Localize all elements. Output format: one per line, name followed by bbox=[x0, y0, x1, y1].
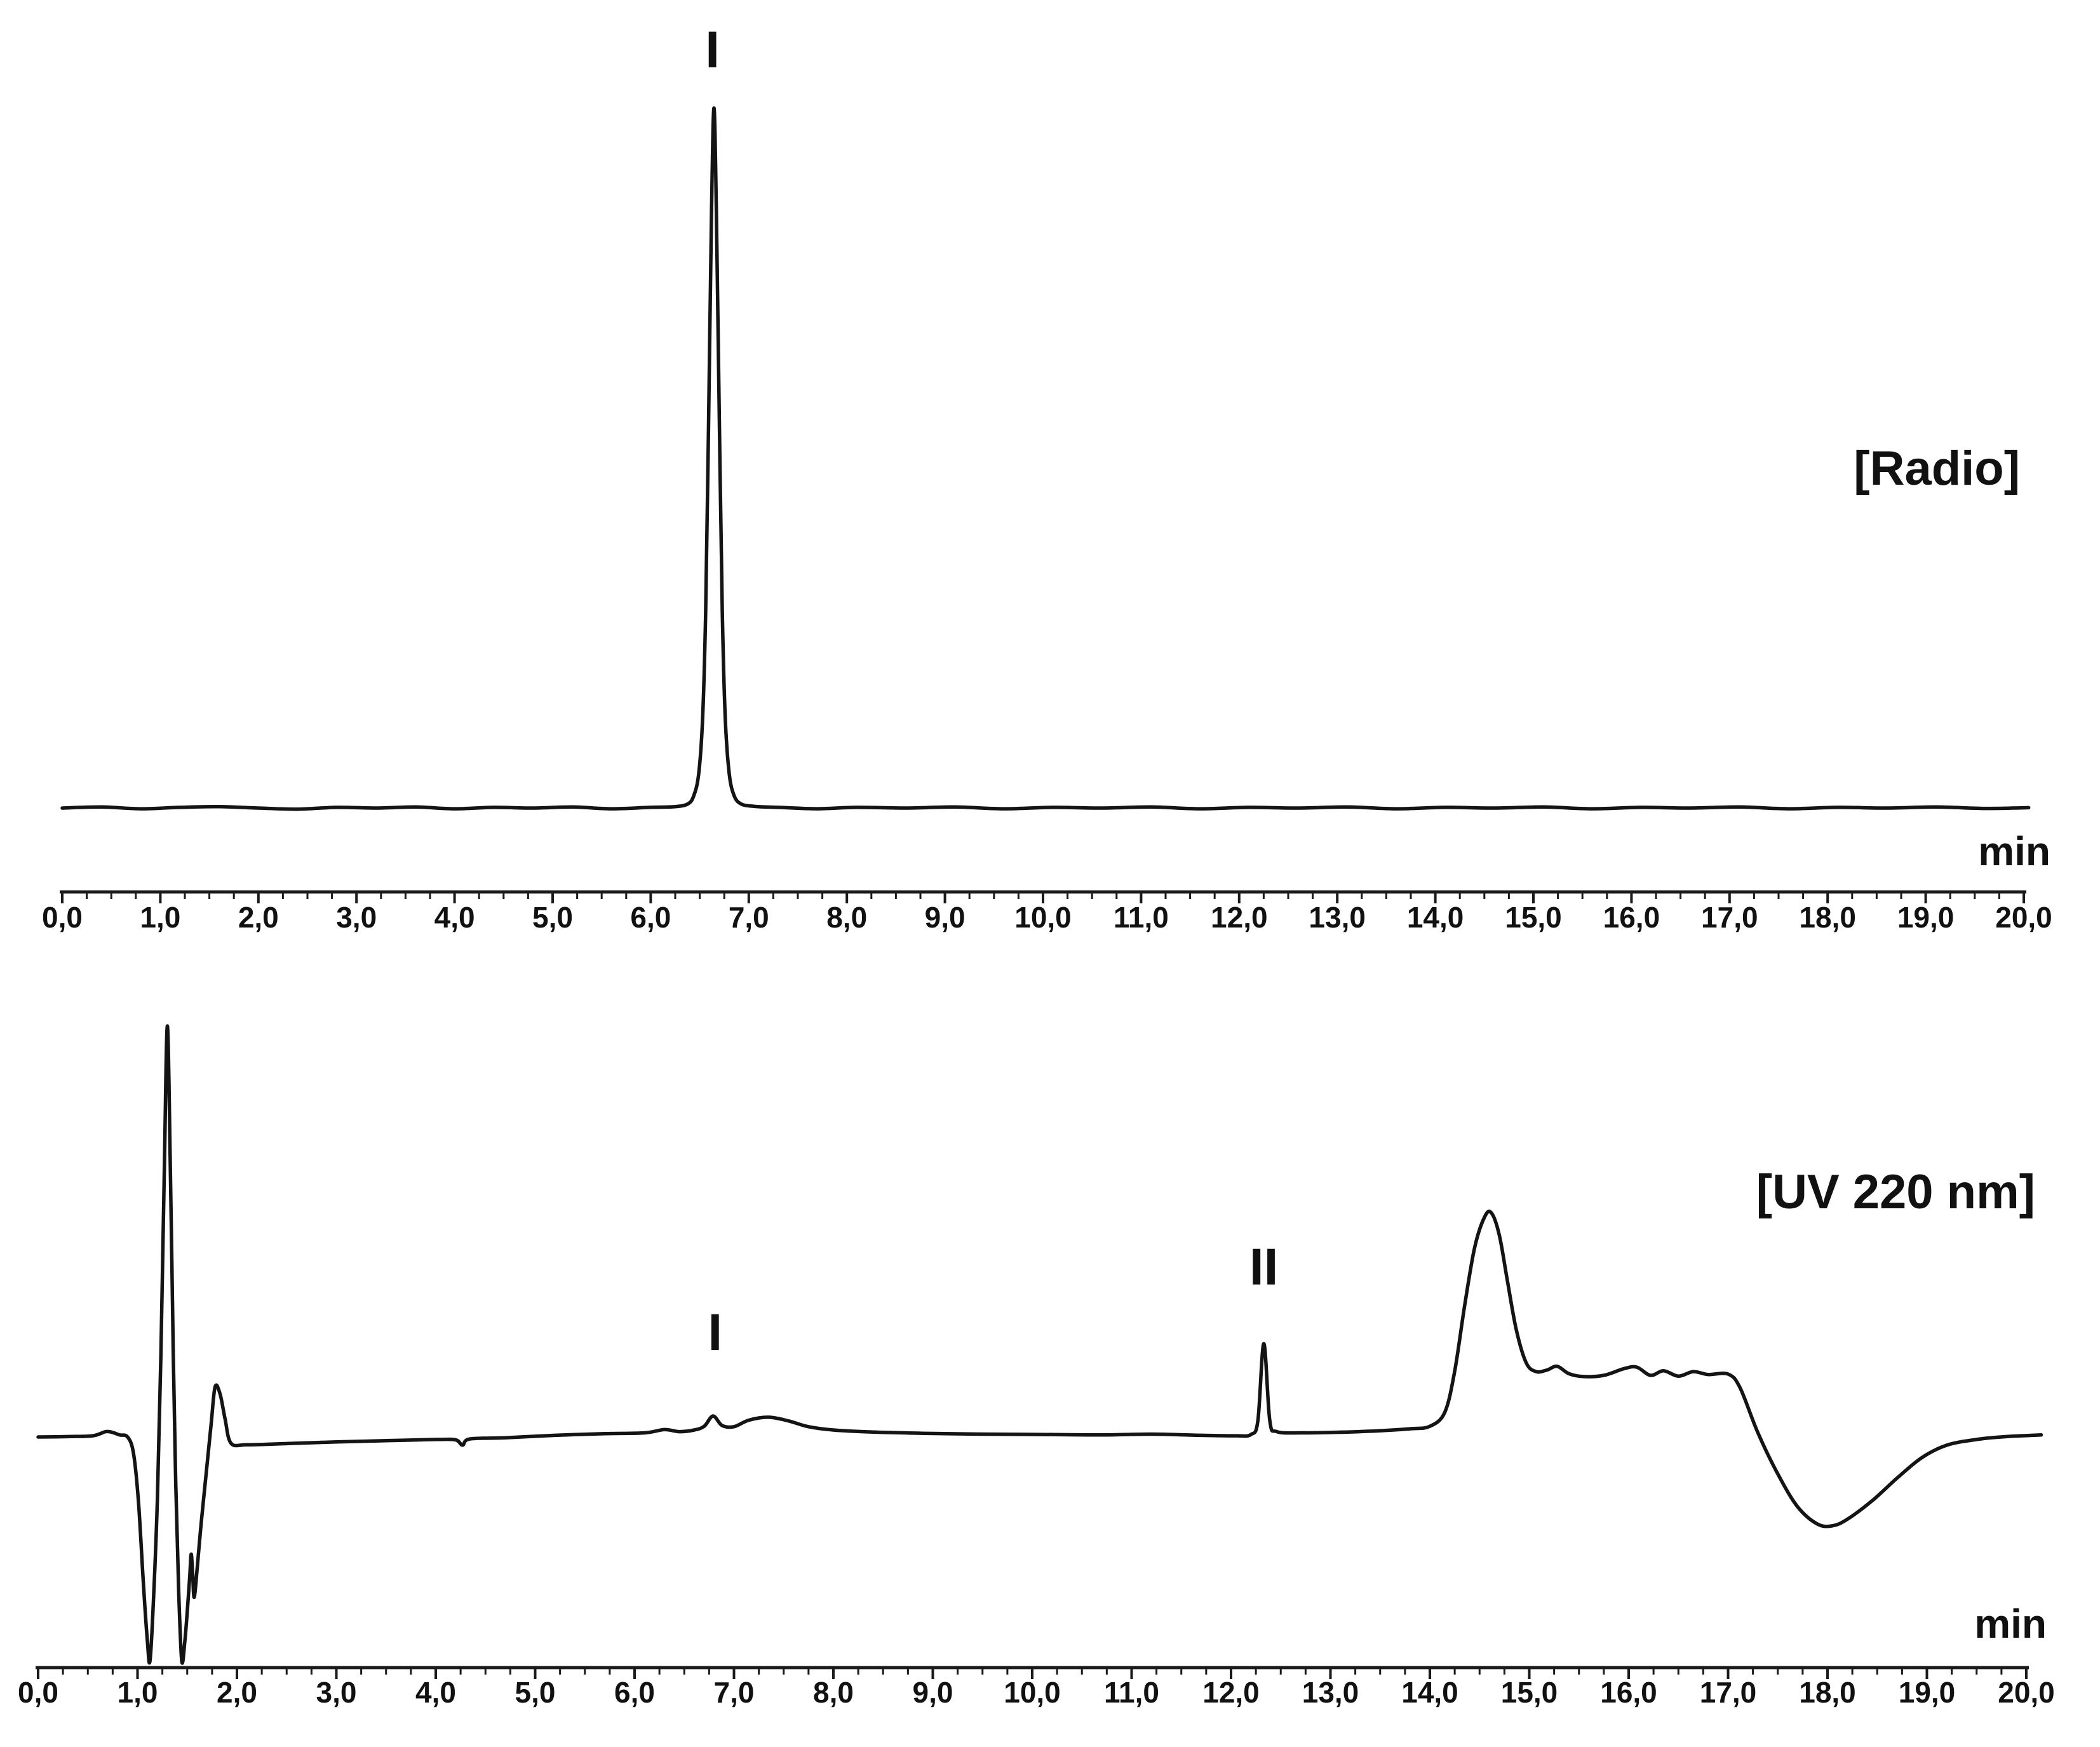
uv-x-tick-label: 15,0 bbox=[1501, 1676, 1558, 1709]
uv-axis-unit-label: min bbox=[1974, 1601, 2047, 1647]
uv-x-tick-label: 9,0 bbox=[913, 1676, 953, 1709]
uv-x-tick-label: 8,0 bbox=[813, 1676, 854, 1709]
radio-panel-label: [Radio] bbox=[1854, 442, 2020, 496]
radio-x-tick-label: 6,0 bbox=[630, 901, 671, 934]
uv-panel: 0,0 1,0 2,0 3,0 4,0 5,0 6,0 7,0 8,0 9,0 10,0 11,0 12… bbox=[18, 1024, 2055, 1709]
radio-x-tick-label: 4,0 bbox=[434, 901, 475, 934]
uv-x-tick-label: 2,0 bbox=[217, 1676, 257, 1709]
radio-x-tick-label: 19,0 bbox=[1897, 901, 1955, 934]
uv-x-tick-label: 4,0 bbox=[415, 1676, 456, 1709]
radio-x-tick-label: 9,0 bbox=[925, 901, 966, 934]
uv-x-tick-label: 3,0 bbox=[316, 1676, 357, 1709]
uv-peak-annotations: III bbox=[708, 1238, 1278, 1361]
radio-axis-unit-label: min bbox=[1978, 828, 2050, 874]
radio-x-tick-label: 0,0 bbox=[42, 901, 83, 934]
uv-x-tick-label: 10,0 bbox=[1004, 1676, 1061, 1709]
uv-x-tick-label: 7,0 bbox=[714, 1676, 755, 1709]
uv-x-tick-label: 1,0 bbox=[118, 1676, 158, 1709]
radio-x-tick-label: 10,0 bbox=[1014, 901, 1072, 934]
radio-x-tick-label: 16,0 bbox=[1603, 901, 1660, 934]
radio-x-tick-label: 13,0 bbox=[1309, 901, 1366, 934]
uv-peak-label-I: I bbox=[708, 1304, 722, 1361]
radio-x-tick-label: 1,0 bbox=[140, 901, 180, 934]
uv-panel-label: [UV 220 nm] bbox=[1756, 1165, 2035, 1219]
uv-x-tick-label: 0,0 bbox=[18, 1676, 58, 1709]
uv-x-tick-label: 18,0 bbox=[1799, 1676, 1856, 1709]
radio-peak-label-I: I bbox=[705, 21, 720, 79]
uv-x-tick-label: 12,0 bbox=[1202, 1676, 1260, 1709]
radio-x-tick-label: 17,0 bbox=[1701, 901, 1758, 934]
radio-x-tick-label: 2,0 bbox=[238, 901, 279, 934]
uv-x-tick-label: 13,0 bbox=[1302, 1676, 1359, 1709]
radio-x-tick-label: 15,0 bbox=[1505, 901, 1562, 934]
uv-x-tick-label: 16,0 bbox=[1600, 1676, 1657, 1709]
radio-x-axis: 0,0 1,0 2,0 3,0 4,0 5,0 6,0 7,0 8,0 9,0 10,0 11,0 12… bbox=[42, 890, 2052, 934]
uv-x-axis: 0,0 1,0 2,0 3,0 4,0 5,0 6,0 7,0 8,0 9,0 10,0 11,0 12… bbox=[18, 1666, 2055, 1709]
uv-x-tick-label: 19,0 bbox=[1899, 1676, 1956, 1709]
uv-trace bbox=[36, 1024, 2043, 1665]
radio-x-tick-label: 5,0 bbox=[532, 901, 573, 934]
radio-peak-annotations: I bbox=[705, 21, 720, 79]
radio-x-tick-label: 11,0 bbox=[1114, 901, 1169, 934]
uv-peak-label-II: II bbox=[1249, 1238, 1279, 1296]
radio-trace bbox=[60, 106, 2031, 811]
uv-x-tick-label: 5,0 bbox=[515, 1676, 556, 1709]
radio-x-tick-label: 12,0 bbox=[1211, 901, 1268, 934]
uv-x-tick-label: 14,0 bbox=[1401, 1676, 1458, 1709]
uv-x-tick-label: 6,0 bbox=[614, 1676, 655, 1709]
radio-x-tick-label: 14,0 bbox=[1407, 901, 1464, 934]
uv-x-tick-label: 20,0 bbox=[1998, 1676, 2055, 1709]
radio-x-tick-label: 7,0 bbox=[729, 901, 769, 934]
uv-x-tick-label: 11,0 bbox=[1104, 1676, 1159, 1709]
uv-x-tick-label: 17,0 bbox=[1700, 1676, 1757, 1709]
radio-x-tick-label: 8,0 bbox=[826, 901, 867, 934]
radio-x-tick-label: 18,0 bbox=[1799, 901, 1856, 934]
radio-x-tick-label: 3,0 bbox=[336, 901, 377, 934]
radio-panel: 0,0 1,0 2,0 3,0 4,0 5,0 6,0 7,0 8,0 9,0 10,0 11,0 12… bbox=[42, 21, 2052, 934]
radio-x-tick-label: 20,0 bbox=[1995, 901, 2052, 934]
